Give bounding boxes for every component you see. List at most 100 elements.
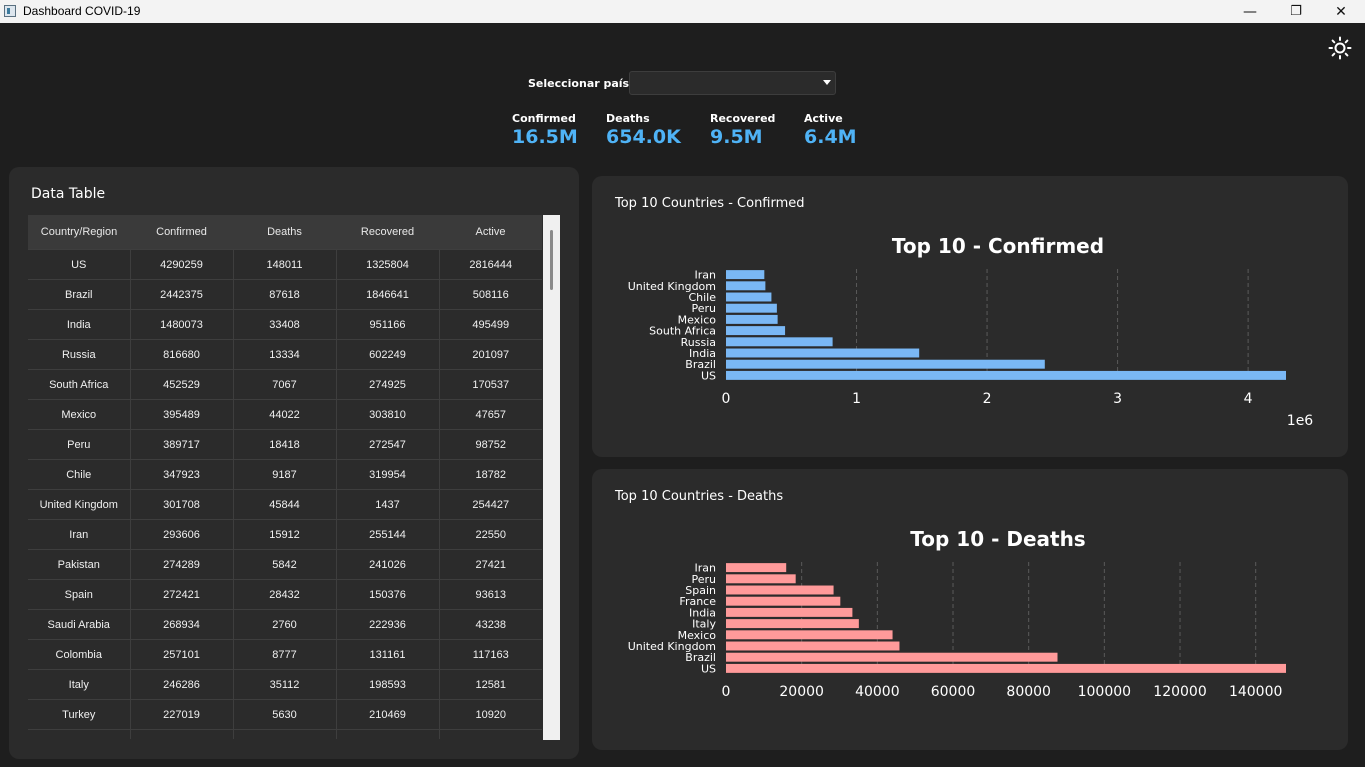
table-cell[interactable]: 395489	[129, 399, 234, 430]
scrollbar-thumb[interactable]	[550, 230, 553, 290]
table-cell[interactable]: Mexico	[28, 399, 131, 430]
table-cell[interactable]: 227019	[129, 699, 234, 730]
table-row[interactable]: Spain 272421 28432 150376 93613	[28, 579, 542, 610]
table-cell[interactable]: 246286	[129, 669, 234, 700]
table-row[interactable]: India 1480073 33408 951166 495499	[28, 309, 542, 340]
table-cell[interactable]: 347923	[129, 459, 234, 490]
minimize-button[interactable]: —	[1243, 3, 1257, 20]
table-cell[interactable]: 2816444	[438, 249, 542, 280]
table-cell[interactable]: 222936	[335, 609, 440, 640]
table-cell[interactable]: 301708	[129, 489, 234, 520]
table-scrollbar[interactable]	[543, 215, 560, 740]
table-row[interactable]: Iran 293606 15912 255144 22550	[28, 519, 542, 550]
table-cell[interactable]	[335, 729, 440, 739]
table-row[interactable]: US 4290259 148011 1325804 2816444	[28, 249, 542, 280]
table-header-cell[interactable]: Active	[439, 215, 542, 250]
table-cell[interactable]: 210469	[335, 699, 440, 730]
table-cell[interactable]: 10920	[438, 699, 542, 730]
country-select[interactable]	[629, 71, 836, 95]
table-cell[interactable]: 18418	[232, 429, 337, 460]
table-cell[interactable]: 274925	[335, 369, 440, 400]
table-row[interactable]: Italy 246286 35112 198593 12581	[28, 669, 542, 700]
table-cell[interactable]: 1325804	[335, 249, 440, 280]
table-row[interactable]: Chile 347923 9187 319954 18782	[28, 459, 542, 490]
table-cell[interactable]: 241026	[335, 549, 440, 580]
table-cell[interactable]: Turkey	[28, 699, 131, 730]
table-header-cell[interactable]: Country/Region	[28, 215, 130, 250]
table-cell[interactable]: 389717	[129, 429, 234, 460]
table-cell[interactable]	[28, 729, 131, 739]
table-row[interactable]: Pakistan 274289 5842 241026 27421	[28, 549, 542, 580]
table-row[interactable]: Peru 389717 18418 272547 98752	[28, 429, 542, 460]
table-cell[interactable]: 15912	[232, 519, 337, 550]
table-cell[interactable]: 8777	[232, 639, 337, 670]
table-cell[interactable]: 2442375	[129, 279, 234, 310]
table-cell[interactable]: 5630	[232, 699, 337, 730]
table-row[interactable]: United Kingdom 301708 45844 1437 254427	[28, 489, 542, 520]
table-header-cell[interactable]: Confirmed	[130, 215, 233, 250]
table-header-cell[interactable]: Deaths	[233, 215, 336, 250]
table-cell[interactable]: 35112	[232, 669, 337, 700]
data-table[interactable]: Country/Region Confirmed Deaths Recovered Ac…	[28, 215, 542, 739]
table-cell[interactable]: 951166	[335, 309, 440, 340]
table-cell[interactable]: 93613	[438, 579, 542, 610]
table-cell[interactable]: Italy	[28, 669, 131, 700]
table-cell[interactable]: 87618	[232, 279, 337, 310]
table-cell[interactable]: 272421	[129, 579, 234, 610]
table-cell[interactable]: 12581	[438, 669, 542, 700]
table-cell[interactable]	[438, 729, 542, 739]
table-cell[interactable]: 28432	[232, 579, 337, 610]
table-cell[interactable]: 4290259	[129, 249, 234, 280]
table-cell[interactable]: Russia	[28, 339, 131, 370]
table-cell[interactable]: 272547	[335, 429, 440, 460]
table-cell[interactable]: 274289	[129, 549, 234, 580]
table-row[interactable]: Turkey 227019 5630 210469 10920	[28, 699, 542, 730]
table-cell[interactable]: 5842	[232, 549, 337, 580]
table-cell[interactable]: 319954	[335, 459, 440, 490]
table-cell[interactable]: 198593	[335, 669, 440, 700]
table-cell[interactable]: 33408	[232, 309, 337, 340]
table-cell[interactable]: 2760	[232, 609, 337, 640]
table-cell[interactable]: 1846641	[335, 279, 440, 310]
table-cell[interactable]: US	[28, 249, 131, 280]
table-cell[interactable]: 1437	[335, 489, 440, 520]
table-cell[interactable]: 47657	[438, 399, 542, 430]
table-cell[interactable]	[129, 729, 234, 739]
table-cell[interactable]: 452529	[129, 369, 234, 400]
table-cell[interactable]: India	[28, 309, 131, 340]
table-cell[interactable]: 27421	[438, 549, 542, 580]
table-row[interactable]: South Africa 452529 7067 274925 170537	[28, 369, 542, 400]
table-cell[interactable]: 150376	[335, 579, 440, 610]
table-cell[interactable]: Pakistan	[28, 549, 131, 580]
close-button[interactable]: ✕	[1335, 3, 1347, 20]
table-cell[interactable]: 293606	[129, 519, 234, 550]
sun-icon[interactable]	[1328, 36, 1352, 60]
table-cell[interactable]: 495499	[438, 309, 542, 340]
table-cell[interactable]: 13334	[232, 339, 337, 370]
table-cell[interactable]: 22550	[438, 519, 542, 550]
table-cell[interactable]: 257101	[129, 639, 234, 670]
table-cell[interactable]: Peru	[28, 429, 131, 460]
table-cell[interactable]: 816680	[129, 339, 234, 370]
table-cell[interactable]: 7067	[232, 369, 337, 400]
table-cell[interactable]: Colombia	[28, 639, 131, 670]
table-cell[interactable]: 254427	[438, 489, 542, 520]
table-cell[interactable]: 201097	[438, 339, 542, 370]
table-cell[interactable]: Chile	[28, 459, 131, 490]
table-cell[interactable]: 255144	[335, 519, 440, 550]
table-cell[interactable]: 508116	[438, 279, 542, 310]
table-row[interactable]: Colombia 257101 8777 131161 117163	[28, 639, 542, 670]
table-row[interactable]: Mexico 395489 44022 303810 47657	[28, 399, 542, 430]
table-cell[interactable]: Spain	[28, 579, 131, 610]
table-row[interactable]: Brazil 2442375 87618 1846641 508116	[28, 279, 542, 310]
table-row[interactable]: Russia 816680 13334 602249 201097	[28, 339, 542, 370]
table-cell[interactable]	[232, 729, 337, 739]
table-cell[interactable]: 131161	[335, 639, 440, 670]
table-cell[interactable]: 43238	[438, 609, 542, 640]
table-cell[interactable]: 602249	[335, 339, 440, 370]
table-cell[interactable]: 303810	[335, 399, 440, 430]
table-cell[interactable]: United Kingdom	[28, 489, 131, 520]
table-cell[interactable]: 117163	[438, 639, 542, 670]
table-cell[interactable]: Brazil	[28, 279, 131, 310]
table-cell[interactable]: Iran	[28, 519, 131, 550]
